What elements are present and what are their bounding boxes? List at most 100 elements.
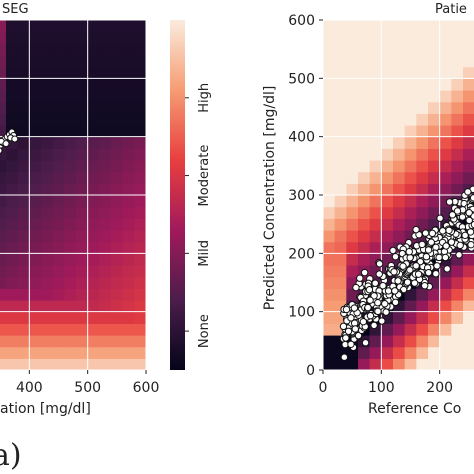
heatmap-cell xyxy=(404,311,417,324)
heatmap-cell xyxy=(6,101,19,114)
heatmap-cell xyxy=(323,241,336,254)
heatmap-cell xyxy=(87,43,100,56)
heatmap-cell xyxy=(111,183,124,196)
heatmap-cell xyxy=(369,125,382,138)
heatmap-cell xyxy=(134,276,146,289)
heatmap-cell xyxy=(29,311,42,324)
heatmap-cell xyxy=(64,195,77,208)
heatmap-cell xyxy=(393,346,406,359)
heatmap-cell xyxy=(428,323,441,336)
heatmap-cell xyxy=(87,288,100,301)
heatmap-cell xyxy=(416,218,429,231)
data-point xyxy=(339,322,348,331)
heatmap-cell xyxy=(428,358,441,370)
heatmap-cell xyxy=(0,148,7,161)
heatmap-cell xyxy=(323,206,336,219)
heatmap-cell xyxy=(6,311,19,324)
heatmap-cell xyxy=(41,346,54,359)
data-point xyxy=(439,227,447,235)
data-point xyxy=(389,246,397,255)
heatmap-cell xyxy=(41,218,54,231)
heatmap-cell xyxy=(346,288,359,301)
heatmap-cell xyxy=(99,101,112,114)
heatmap-cell xyxy=(17,300,30,313)
heatmap-cell xyxy=(439,160,452,173)
heatmap-cell xyxy=(52,241,65,254)
heatmap-cell xyxy=(0,101,7,114)
data-point xyxy=(453,207,462,215)
heatmap-cell xyxy=(29,78,42,91)
heatmap-cell xyxy=(111,113,124,126)
heatmap-cell xyxy=(17,311,30,324)
data-point xyxy=(340,353,349,361)
heatmap-cell xyxy=(134,31,146,44)
heatmap-cell xyxy=(134,101,146,114)
heatmap-cell xyxy=(41,136,54,149)
heatmap-cell xyxy=(428,55,441,68)
heatmap-cell xyxy=(323,90,336,103)
heatmap-cell xyxy=(17,43,30,56)
data-point xyxy=(406,266,414,274)
heatmap-cell xyxy=(358,148,371,161)
heatmap-cell xyxy=(76,43,89,56)
heatmap-cell xyxy=(323,125,336,138)
heatmap-cell xyxy=(369,241,382,254)
heatmap-cell xyxy=(346,78,359,91)
heatmap-cell xyxy=(346,171,359,184)
heatmap-cell xyxy=(64,43,77,56)
heatmap-cell xyxy=(369,183,382,196)
heatmap-cell xyxy=(52,195,65,208)
heatmap-cell xyxy=(134,55,146,68)
x-tick-label: 100 xyxy=(368,380,395,396)
heatmap-cell xyxy=(0,323,7,336)
heatmap-cell xyxy=(369,230,382,243)
data-point xyxy=(2,140,10,148)
heatmap-cell xyxy=(439,66,452,79)
heatmap-cell xyxy=(381,171,394,184)
heatmap-cell xyxy=(134,195,146,208)
data-point xyxy=(418,240,426,249)
heatmap-cell xyxy=(428,136,441,149)
heatmap-cell xyxy=(346,90,359,103)
heatmap-cell xyxy=(358,195,371,208)
data-point xyxy=(422,253,431,261)
data-point xyxy=(365,286,374,294)
heatmap-cell xyxy=(346,183,359,196)
data-point xyxy=(378,317,386,325)
heatmap-cell xyxy=(439,20,452,33)
heatmap-cell xyxy=(404,20,417,33)
heatmap-cell xyxy=(451,20,464,33)
heatmap-cell xyxy=(52,346,65,359)
heatmap-cell xyxy=(428,113,441,126)
heatmap-cell xyxy=(346,241,359,254)
data-point xyxy=(445,198,454,206)
heatmap-cell xyxy=(323,55,336,68)
heatmap-cell xyxy=(404,31,417,44)
heatmap-cell xyxy=(0,195,7,208)
heatmap-cell xyxy=(6,113,19,126)
heatmap-cell xyxy=(111,346,124,359)
heatmap-cell xyxy=(87,265,100,278)
x-tick-label: 600 xyxy=(133,380,160,396)
heatmap-cell xyxy=(41,183,54,196)
heatmap-cell xyxy=(87,55,100,68)
heatmap-cell xyxy=(17,66,30,79)
heatmap-cell xyxy=(134,311,146,324)
heatmap-cell xyxy=(64,66,77,79)
heatmap-cell xyxy=(0,218,7,231)
heatmap-cell xyxy=(0,55,7,68)
heatmap-cell xyxy=(6,90,19,103)
heatmap-cell xyxy=(0,125,7,138)
heatmap-cell xyxy=(334,66,347,79)
heatmap-cell xyxy=(64,206,77,219)
heatmap-cell xyxy=(6,20,19,33)
heatmap-cell xyxy=(134,20,146,33)
heatmap-cell xyxy=(323,230,336,243)
heatmap-cell xyxy=(134,218,146,231)
y-tick-label: 500 xyxy=(288,71,315,87)
heatmap-cell xyxy=(334,358,347,370)
heatmap-cell xyxy=(416,311,429,324)
heatmap-cell xyxy=(17,358,30,370)
heatmap-cell xyxy=(111,288,124,301)
heatmap-cell xyxy=(134,90,146,103)
